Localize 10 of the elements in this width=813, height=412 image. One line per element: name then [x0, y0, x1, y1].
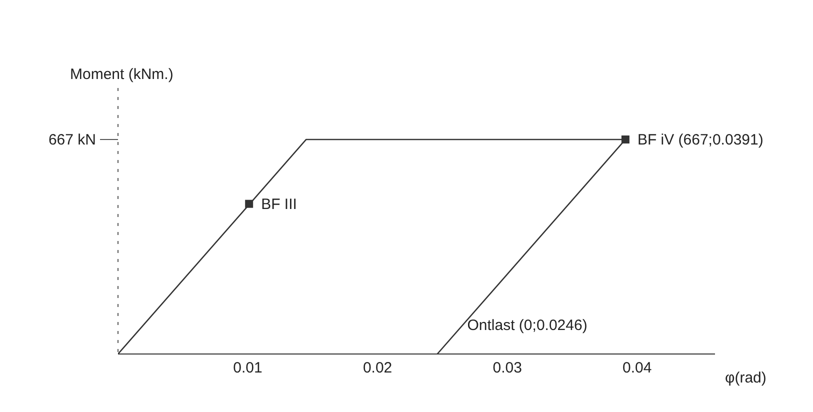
annotation: BF III [261, 196, 297, 213]
x-tick-label: 0.01 [233, 360, 262, 377]
x-axis-title: φ(rad) [725, 369, 766, 386]
annotation: Ontlast (0;0.0246) [467, 317, 588, 334]
x-tick-label: 0.04 [622, 360, 652, 377]
x-tick-label: 0.03 [492, 360, 522, 377]
x-tick-label: 0.02 [362, 360, 392, 377]
text: 667 kN [48, 131, 96, 148]
annotation: BF iV (667;0.0391) [637, 131, 764, 148]
y-axis-title: Moment (kNm.) [70, 66, 174, 83]
